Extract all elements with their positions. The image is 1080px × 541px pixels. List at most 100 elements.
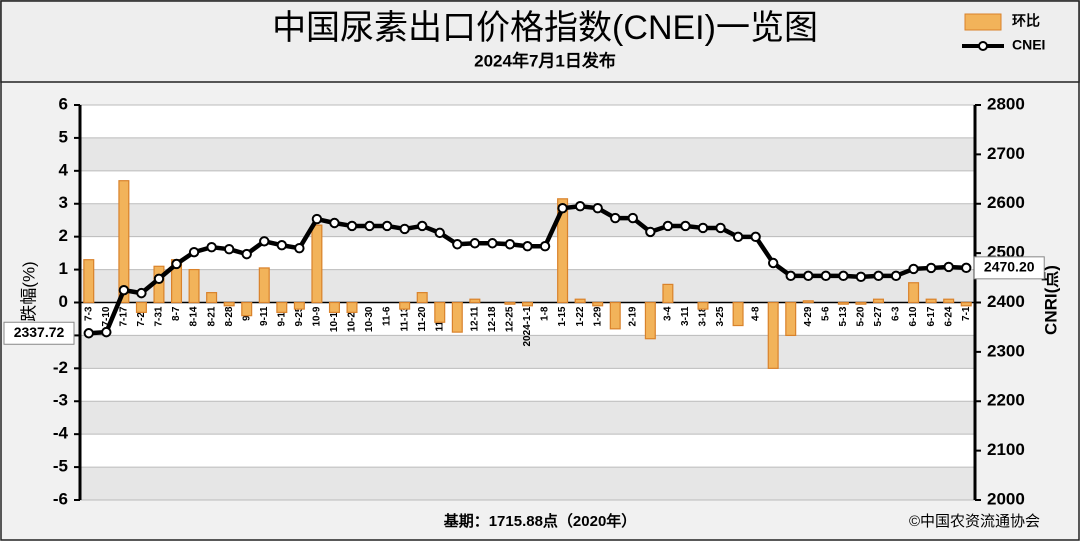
x-tick-label: 12-25	[505, 306, 516, 332]
x-tick-label: 3-11	[680, 306, 691, 326]
bar	[276, 301, 288, 313]
line-marker	[311, 213, 323, 225]
y-tick-label: 1	[59, 259, 68, 278]
line-marker	[434, 227, 445, 239]
x-tick-label: 4-29	[803, 306, 814, 326]
bar	[557, 198, 569, 304]
bar	[83, 259, 95, 304]
line-marker	[610, 212, 621, 224]
line-marker	[750, 231, 761, 243]
bar	[416, 292, 428, 304]
x-tick-label: 7-24	[136, 306, 147, 326]
y2-tick-label: 2000	[987, 489, 1025, 508]
line-marker	[557, 202, 568, 214]
bar	[434, 301, 446, 323]
x-tick-label: 1-29	[592, 306, 603, 326]
line-marker	[838, 270, 849, 282]
x-tick-label: 10-9	[312, 306, 323, 326]
x-tick-label: 1-15	[557, 306, 568, 326]
x-tick-label: 10-23	[347, 306, 358, 332]
line-marker	[452, 239, 463, 250]
grid-band	[80, 401, 975, 435]
line-marker	[803, 270, 814, 282]
bar	[837, 301, 849, 305]
bar	[188, 268, 200, 304]
line-marker	[83, 328, 94, 339]
legend-label: CNEI	[1012, 37, 1045, 53]
y2-tick-label: 2400	[987, 292, 1025, 311]
line-marker	[469, 238, 481, 249]
value-label: 2337.72	[14, 324, 65, 340]
x-tick-label: 9-11	[259, 306, 270, 326]
line-marker	[539, 241, 551, 252]
line-marker	[294, 242, 305, 254]
bar	[785, 301, 797, 337]
bar	[908, 282, 920, 304]
x-tick-label: 10-16	[329, 306, 340, 332]
y2-tick-label: 2300	[987, 341, 1025, 360]
line-marker	[592, 202, 603, 214]
header	[0, 0, 1080, 83]
x-tick-label: 10-30	[364, 306, 375, 332]
bar	[223, 301, 235, 307]
value-label: 2470.20	[984, 259, 1035, 275]
bar	[592, 301, 604, 307]
bar	[328, 301, 340, 313]
x-tick-label: 12-11	[469, 306, 480, 331]
bar	[609, 301, 621, 330]
bar	[346, 301, 358, 313]
line-marker	[785, 270, 796, 282]
bar	[855, 301, 867, 305]
y-tick-label: 4	[59, 160, 69, 179]
x-tick-label: 11-13	[399, 306, 410, 331]
y-tick-label: -6	[53, 489, 68, 508]
bar	[872, 298, 884, 304]
x-tick-label: 9-18	[276, 306, 287, 326]
line-marker	[522, 241, 533, 252]
line-marker	[241, 248, 252, 260]
grid-band	[80, 203, 975, 237]
x-tick-label: 3-18	[698, 306, 709, 326]
y-tick-label: 3	[59, 193, 68, 212]
line-marker	[259, 236, 270, 247]
y2-tick-label: 2800	[987, 94, 1025, 113]
y-axis-label: 涨跌幅(%)	[19, 261, 38, 338]
line-marker	[206, 242, 217, 253]
line-marker	[820, 270, 832, 282]
line-marker	[855, 271, 867, 283]
bar	[469, 298, 481, 304]
x-tick-label: 7-17	[119, 306, 130, 326]
footer-note: 基期：1715.88点（2020年）	[443, 512, 637, 530]
bar	[802, 300, 814, 304]
x-tick-label: 8-21	[206, 306, 217, 326]
bar	[960, 301, 972, 307]
line-marker	[346, 220, 358, 232]
y-tick-label: 6	[59, 94, 68, 113]
x-tick-label: 7-10	[101, 306, 112, 326]
x-tick-label: 5-27	[873, 306, 884, 326]
line-marker	[767, 257, 779, 269]
line-marker	[153, 273, 165, 284]
line-marker	[732, 231, 744, 243]
x-tick-label: 5-20	[856, 306, 867, 326]
grid-band	[80, 137, 975, 171]
chart-title: 中国尿素出口价格指数(CNEI)一览图	[272, 9, 818, 47]
line-marker	[171, 258, 182, 270]
line-marker	[364, 220, 375, 232]
bar	[504, 301, 516, 305]
bar	[574, 298, 586, 304]
line-marker	[188, 246, 200, 258]
bar	[732, 301, 744, 327]
y2-tick-label: 2700	[987, 144, 1025, 163]
x-tick-label: 8-7	[171, 306, 182, 321]
x-tick-label: 8-28	[224, 306, 235, 326]
line-marker	[873, 270, 884, 282]
y-tick-label: -4	[53, 424, 69, 443]
line-marker	[381, 220, 393, 232]
bar	[943, 298, 955, 304]
line-marker	[943, 261, 954, 273]
y-tick-label: -3	[53, 391, 68, 410]
legend-label: 环比	[1012, 13, 1040, 29]
x-tick-label: 5-6	[820, 306, 831, 321]
